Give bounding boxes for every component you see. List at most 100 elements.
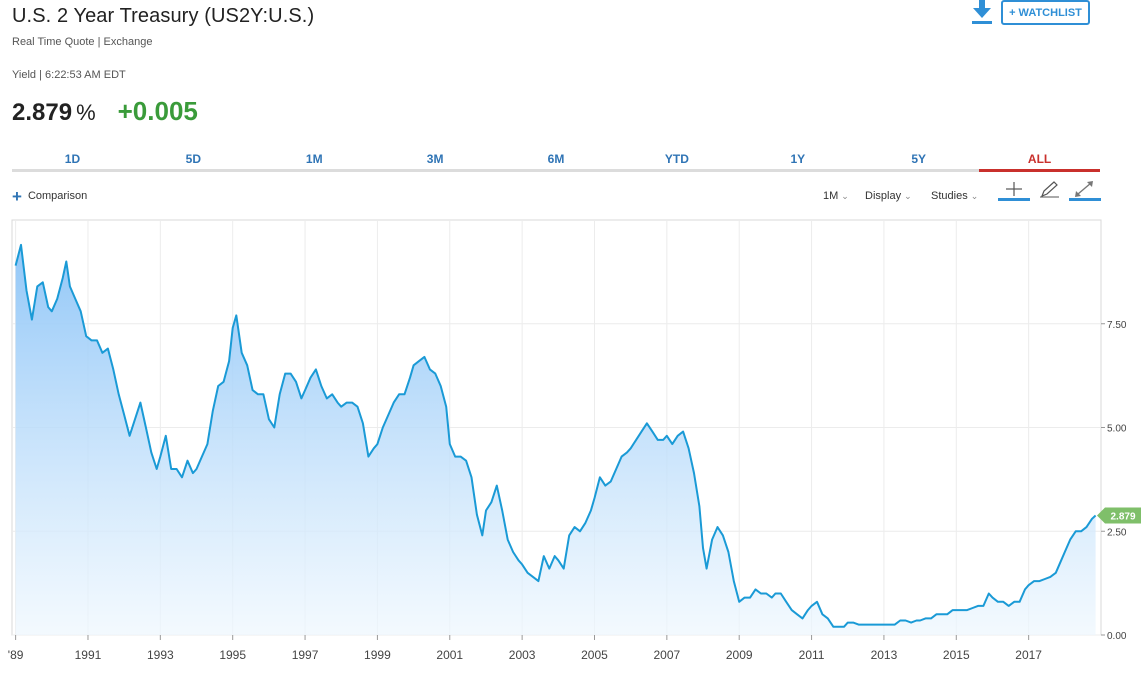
data-point (156, 468, 158, 470)
data-point (107, 347, 109, 349)
data-point (915, 619, 917, 621)
data-point (557, 559, 559, 561)
data-point (398, 393, 400, 395)
tab-ytd[interactable]: YTD (664, 152, 689, 166)
data-point (150, 451, 152, 453)
tab-1d[interactable]: 1D (64, 152, 81, 166)
data-point (1008, 605, 1010, 607)
data-point (186, 460, 188, 462)
data-point (610, 480, 612, 482)
data-point (863, 623, 865, 625)
data-point (101, 352, 103, 354)
chevron-down-icon: ⌄ (970, 191, 979, 201)
data-point (693, 472, 695, 474)
data-point (251, 389, 253, 391)
last-price: 2.879 (12, 99, 73, 126)
data-point (47, 306, 49, 308)
yield-area (15, 244, 1096, 635)
data-point (593, 497, 595, 499)
tab-3m[interactable]: 3M (426, 152, 444, 166)
data-point (445, 406, 447, 408)
data-point (51, 310, 53, 312)
data-point (507, 538, 509, 540)
data-point (20, 244, 22, 246)
data-point (620, 455, 622, 457)
data-point (760, 592, 762, 594)
tab-all[interactable]: ALL (979, 150, 1100, 172)
data-point (657, 439, 659, 441)
data-point (273, 426, 275, 428)
data-point (604, 484, 606, 486)
download-icon[interactable] (970, 0, 994, 26)
data-point (159, 455, 161, 457)
data-point (346, 401, 348, 403)
tab-1y[interactable]: 1Y (790, 152, 806, 166)
data-point (615, 468, 617, 470)
data-point (31, 318, 33, 320)
data-point (284, 372, 286, 374)
yield-timestamp: Yield | 6:22:53 AM EDT (12, 69, 126, 81)
data-point (85, 335, 87, 337)
tab-5y[interactable]: 5Y (911, 152, 927, 166)
comparison-button[interactable]: + Comparison (12, 188, 88, 205)
x-tick-label: 2007 (653, 648, 680, 662)
data-point (832, 626, 834, 628)
x-tick-label: 2015 (943, 648, 970, 662)
data-point (217, 385, 219, 387)
data-point (563, 567, 565, 569)
data-point (309, 377, 311, 379)
data-point (924, 617, 926, 619)
data-point (682, 430, 684, 432)
data-point (454, 455, 456, 457)
data-point (512, 551, 514, 553)
data-point (997, 601, 999, 603)
data-point (42, 281, 44, 283)
tab-6m[interactable]: 6M (547, 152, 565, 166)
crosshair-icon[interactable] (998, 181, 1030, 201)
data-point (145, 426, 147, 428)
display-label: Display (865, 190, 902, 202)
x-tick-label: 2011 (799, 648, 825, 662)
data-point (409, 377, 411, 379)
percent-sign: % (76, 100, 96, 125)
x-tick-label: '89 (8, 648, 24, 662)
data-point (687, 447, 689, 449)
data-point (336, 401, 338, 403)
pencil-icon[interactable] (1037, 181, 1069, 201)
x-tick-label: 2005 (581, 648, 608, 662)
data-point (279, 393, 281, 395)
comparison-label: Comparison (27, 190, 88, 202)
data-point (677, 435, 679, 437)
data-point (1094, 514, 1096, 516)
data-point (780, 592, 782, 594)
studies-dropdown[interactable]: Studies ⌄ (931, 190, 978, 202)
data-point (584, 522, 586, 524)
data-point (470, 476, 472, 478)
display-dropdown[interactable]: Display ⌄ (865, 190, 912, 202)
tab-1m[interactable]: 1M (305, 152, 323, 166)
data-point (738, 601, 740, 603)
data-point (181, 476, 183, 478)
data-point (1002, 601, 1004, 603)
y-tick-label: 2.50 (1107, 527, 1127, 538)
watchlist-button[interactable]: + WATCHLIST (1001, 0, 1090, 25)
data-point (300, 397, 302, 399)
interval-dropdown[interactable]: 1M ⌄ (823, 190, 849, 202)
data-point (651, 430, 653, 432)
data-point (1060, 559, 1062, 561)
data-point (387, 414, 389, 416)
range-tabs: 1D 5D 1M 3M 6M YTD 1Y 5Y ALL (12, 150, 1100, 172)
data-point (429, 368, 431, 370)
tab-5d[interactable]: 5D (185, 152, 201, 166)
data-point (356, 406, 358, 408)
x-tick-label: 2003 (509, 648, 536, 662)
data-point (579, 530, 581, 532)
data-point (90, 339, 92, 341)
y-tick-label: 0.00 (1107, 631, 1127, 642)
data-point (362, 422, 364, 424)
data-point (1085, 526, 1087, 528)
yield-chart[interactable]: 0.00 2.50 5.00 7.50 '89 1991 1993 1995 1997 1999 2… (0, 215, 1148, 685)
data-point (666, 435, 668, 437)
expand-icon[interactable] (1069, 181, 1101, 201)
data-point (991, 596, 993, 598)
